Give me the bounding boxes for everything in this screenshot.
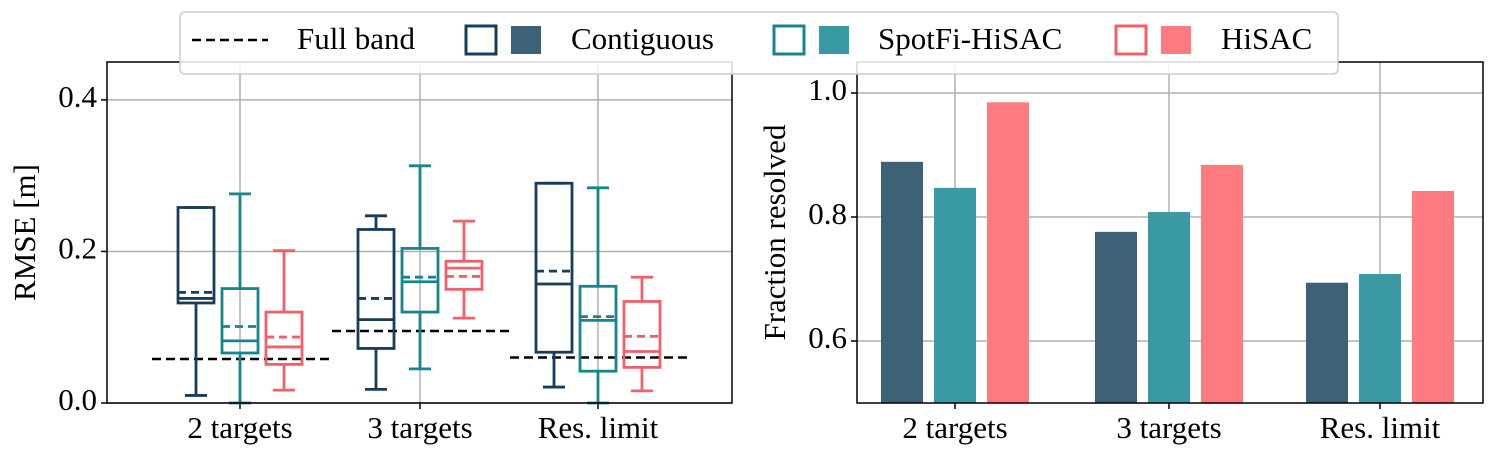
legend-swatch	[772, 24, 806, 56]
bar	[1412, 190, 1454, 403]
box	[356, 228, 396, 350]
legend: Full band Contiguous SpotFi-HiSAC HiSAC	[179, 11, 1339, 75]
bar	[987, 102, 1029, 404]
legend-label: Full band	[297, 21, 415, 56]
y-tick-label: 0.6	[808, 320, 847, 355]
legend-swatch	[464, 24, 498, 56]
x-tick-label: 3 targets	[1116, 410, 1221, 445]
y-tick-label: 0.0	[58, 382, 97, 417]
y-axis-label: Fraction resolved	[757, 124, 792, 341]
x-tick-label: Res. limit	[538, 410, 659, 445]
legend-swatch	[511, 26, 541, 54]
x-tick-label: Res. limit	[1320, 410, 1441, 445]
bar	[1306, 282, 1348, 403]
x-tick-label: 2 targets	[187, 410, 292, 445]
bar	[1148, 212, 1190, 403]
box	[534, 181, 574, 354]
box	[578, 284, 618, 373]
box	[220, 287, 260, 355]
x-tick-label: 2 targets	[902, 410, 1007, 445]
box	[176, 206, 216, 305]
box	[622, 300, 662, 369]
legend-label: HiSAC	[1221, 21, 1312, 56]
box	[400, 247, 440, 314]
legend-label: Contiguous	[571, 21, 714, 56]
y-tick-label: 0.2	[58, 231, 97, 266]
legend-label: SpotFi-HiSAC	[878, 21, 1062, 56]
bar	[1359, 274, 1401, 403]
y-tick-label: 1.0	[808, 72, 847, 107]
legend-swatch	[1114, 24, 1148, 56]
bar	[881, 161, 923, 403]
bar	[934, 187, 976, 403]
bar	[1201, 164, 1243, 403]
y-tick-label: 0.4	[58, 79, 97, 114]
y-tick-label: 0.8	[808, 196, 847, 231]
x-tick-label: 3 targets	[367, 410, 472, 445]
bar	[1095, 231, 1137, 403]
y-axis-label: RMSE [m]	[7, 164, 42, 301]
legend-swatch	[1161, 26, 1191, 54]
legend-swatch	[819, 26, 849, 54]
